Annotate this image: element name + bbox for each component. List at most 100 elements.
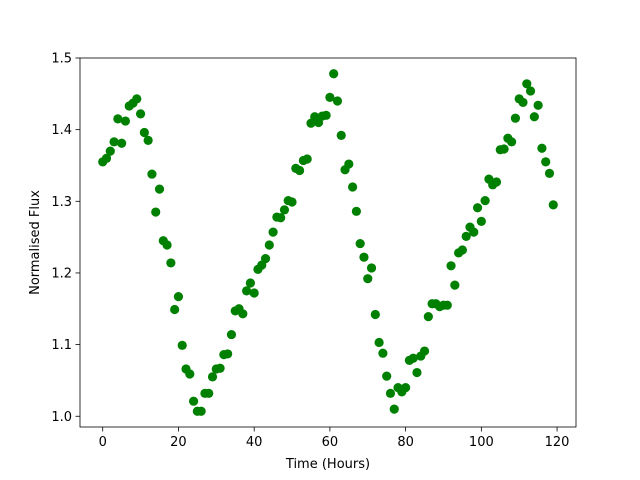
data-point xyxy=(480,195,490,206)
data-point xyxy=(154,184,165,194)
data-point xyxy=(355,238,365,249)
x-tick-label: 120 xyxy=(545,435,570,450)
x-tick-label: 0 xyxy=(99,435,107,450)
data-point xyxy=(264,240,274,250)
data-point xyxy=(188,396,199,406)
data-point xyxy=(374,337,384,348)
data-point xyxy=(215,363,225,373)
data-point xyxy=(344,159,354,169)
data-point xyxy=(226,329,237,340)
data-point xyxy=(351,206,361,216)
data-point xyxy=(408,353,418,363)
data-point xyxy=(499,144,509,154)
x-tick-label: 80 xyxy=(397,435,414,450)
data-point xyxy=(242,286,252,296)
x-axis-ticks: 0 20 40 60 80 100 120 xyxy=(99,427,570,450)
y-tick-label: 1.2 xyxy=(51,266,72,281)
data-point xyxy=(147,169,157,179)
data-point xyxy=(541,157,551,167)
data-point xyxy=(332,96,343,106)
data-point xyxy=(522,79,532,89)
y-tick-label: 1.4 xyxy=(51,123,72,138)
data-points xyxy=(98,69,558,416)
data-point xyxy=(249,288,259,298)
data-point xyxy=(185,369,195,379)
data-point xyxy=(389,404,399,414)
data-point xyxy=(446,261,456,271)
data-point xyxy=(366,263,377,273)
y-axis-label: Normalised Flux xyxy=(28,190,43,295)
data-point xyxy=(423,312,433,322)
data-point xyxy=(117,138,127,148)
data-point xyxy=(385,388,396,398)
data-point xyxy=(276,213,286,223)
data-point xyxy=(139,127,149,138)
data-point xyxy=(135,109,146,119)
data-point xyxy=(510,113,521,123)
data-point xyxy=(450,280,460,290)
plot-frame xyxy=(79,57,577,428)
data-point xyxy=(113,114,123,124)
data-point xyxy=(461,231,471,242)
data-point xyxy=(412,367,422,378)
data-point xyxy=(537,143,547,153)
data-point xyxy=(544,168,555,178)
data-point xyxy=(401,382,411,393)
data-point xyxy=(382,371,392,381)
data-point xyxy=(419,346,430,356)
data-point xyxy=(162,240,172,250)
data-point xyxy=(295,165,305,176)
x-axis-label: Time (Hours) xyxy=(285,457,370,472)
data-point xyxy=(238,309,248,319)
data-point xyxy=(469,227,479,237)
x-tick-label: 100 xyxy=(469,435,494,450)
x-tick-label: 40 xyxy=(246,435,263,450)
data-point xyxy=(245,278,255,288)
data-point xyxy=(472,203,483,213)
data-point xyxy=(548,200,558,210)
y-axis-ticks: 1.0 1.1 1.2 1.3 1.4 1.5 xyxy=(51,52,80,425)
data-point xyxy=(151,207,161,217)
data-point xyxy=(302,154,312,164)
data-point xyxy=(120,116,131,126)
data-point xyxy=(336,130,346,140)
data-point xyxy=(491,177,502,187)
x-tick-label: 20 xyxy=(170,435,187,450)
data-point xyxy=(204,388,214,398)
data-point xyxy=(132,94,142,104)
data-point xyxy=(329,69,339,79)
data-point xyxy=(378,348,388,358)
data-point xyxy=(170,304,180,315)
data-point xyxy=(457,245,468,255)
data-point xyxy=(359,252,369,262)
data-point xyxy=(525,86,536,96)
data-point xyxy=(109,137,119,147)
data-point xyxy=(370,309,380,320)
data-point xyxy=(533,100,543,110)
y-tick-label: 1.0 xyxy=(51,410,72,425)
data-point xyxy=(507,137,517,147)
data-point xyxy=(518,97,528,108)
data-point xyxy=(279,205,290,215)
x-tick-label: 60 xyxy=(322,435,339,450)
data-point xyxy=(442,300,452,310)
data-point xyxy=(196,406,206,416)
y-tick-label: 1.1 xyxy=(51,338,72,353)
y-tick-label: 1.5 xyxy=(51,52,72,67)
data-point xyxy=(223,349,233,359)
data-point xyxy=(177,340,187,350)
data-point xyxy=(166,258,176,268)
data-point xyxy=(476,216,486,226)
data-point xyxy=(143,135,153,145)
data-point xyxy=(348,182,358,192)
data-point xyxy=(321,110,331,120)
data-point xyxy=(101,153,112,163)
data-point xyxy=(529,112,539,122)
data-point xyxy=(325,92,335,103)
data-point xyxy=(207,372,218,382)
data-point xyxy=(268,227,278,237)
y-tick-label: 1.3 xyxy=(51,195,72,210)
data-point xyxy=(260,254,271,264)
data-point xyxy=(287,197,297,207)
